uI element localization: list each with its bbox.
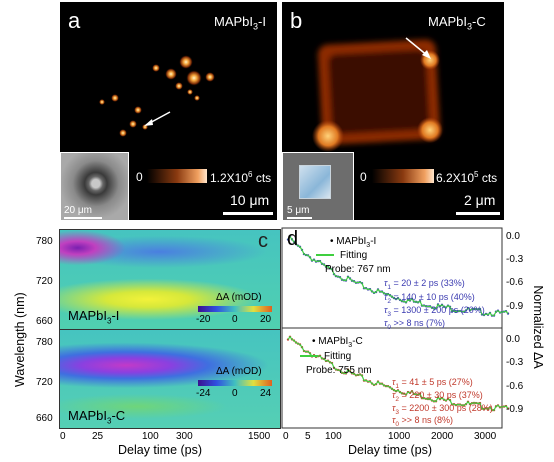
colorbar-b — [372, 169, 434, 183]
panel-a-title: MAPbI3-I — [214, 14, 266, 32]
panel-d-letter: d — [287, 228, 299, 250]
panel-d-ytick-top-1: 0.0 — [506, 231, 520, 242]
panel-c-xtick-1: 0 — [60, 431, 66, 442]
heatmap-bottom-cbar-tick-3: 24 — [260, 388, 272, 399]
panel-d-top-fit-4: τ0 >> 8 ns (7%) — [384, 318, 446, 331]
fit-curve — [287, 335, 509, 411]
panel-b-inset-scalebar — [287, 217, 312, 219]
heatmap-top-ytick-3: 660 — [36, 316, 53, 327]
heatmap-bottom-name: MAPbI3-C — [68, 408, 126, 426]
panel-d-ytick-bottom-2: -0.3 — [506, 357, 524, 368]
panel-d-ytick-top-2: -0.3 — [506, 254, 524, 265]
heatmap-top: c MAPbI3-I ΔA (mOD) -20 0 20 — [59, 229, 281, 330]
panel-d-top-fit-3: τ3 = 1300 ± 200 ps (20%) — [384, 305, 485, 318]
panel-d-ytick-bottom-4: -0.9 — [506, 404, 524, 415]
panel-d-xlabel: Delay time (ps) — [348, 443, 433, 457]
panel-d-xtick-3: 100 — [325, 431, 342, 442]
panel-d-bottom-probe: Probe: 755 nm — [306, 365, 372, 376]
panel-a-scale-label: 10 μm — [230, 192, 270, 208]
heatmap-top-colorbar — [198, 306, 272, 312]
heatmap-top-ytick-2: 720 — [36, 276, 53, 287]
heatmap-bottom-cbar-tick-1: -24 — [196, 388, 211, 399]
heatmap-top-cbar-title: ΔA (mOD) — [216, 292, 262, 303]
panel-b-title: MAPbI3-C — [428, 14, 486, 32]
heatmap-bottom-cbar-tick-2: 0 — [232, 388, 238, 399]
heatmap-top-cbar-tick-1: -20 — [196, 314, 211, 325]
panel-d-xtick-4: 1000 — [388, 431, 411, 442]
panel-a-letter: a — [68, 8, 81, 33]
panel-d-ytick-top-4: -0.9 — [506, 301, 524, 312]
panel-d-top-legend-fitting: Fitting — [316, 250, 367, 261]
crystal-square — [317, 39, 441, 145]
heatmap-top-ytick-1: 780 — [36, 236, 53, 247]
panel-b-scale-label: 2 μm — [464, 192, 496, 208]
panel-c-xtick-5: 1500 — [248, 431, 271, 442]
panel-d-ytick-bottom-1: 0.0 — [506, 334, 520, 345]
panel-d-xtick-1: 0 — [283, 431, 289, 442]
panel-d-ylabel: Normalized ΔA — [531, 285, 545, 369]
heatmap-bottom: MAPbI3-C ΔA (mOD) -24 0 24 — [59, 329, 281, 429]
panel-d-bottom-fit-2: τ2 = 220 ± 30 ps (37%) — [392, 390, 483, 403]
panel-a-cbar-min: 0 — [136, 170, 143, 184]
heatmap-top-cbar-tick-3: 20 — [260, 314, 272, 325]
panel-b-cbar-min: 0 — [360, 170, 367, 184]
panel-b-cbar-max: 6.2X105 cts — [436, 170, 498, 185]
panel-d-xtick-2: 5 — [305, 431, 311, 442]
inset-crystal — [299, 165, 331, 199]
panel-d-xtick-5: 2000 — [431, 431, 454, 442]
panel-d-top-fit-1: τ1 = 20 ± 2 ps (33%) — [384, 278, 465, 291]
panel-a-inset-scale: 20 μm — [64, 205, 92, 216]
panel-d-plot — [281, 227, 510, 429]
heatmap-bottom-ytick-3: 660 — [36, 413, 53, 424]
panel-d-top-probe: Probe: 767 nm — [325, 264, 391, 275]
panel-b-image: b MAPbI3-C 5 μm 0 6.2X105 cts 2 μm — [282, 2, 504, 220]
panel-d-bottom-fit-3: τ3 = 2200 ± 300 ps (28%) — [392, 403, 493, 416]
panel-d-top-legend-series: • MAPbI3-I — [330, 236, 377, 249]
panel-a-inset-scalebar — [64, 217, 102, 219]
panel-a-image: a MAPbI3-I 20 μm 0 1.2X106 cts 10 μm — [60, 2, 277, 220]
panel-c-ylabel: Wavelength (nm) — [13, 292, 27, 387]
panel-a-cbar-max: 1.2X106 cts — [210, 170, 272, 185]
panel-d-ytick-top-3: -0.6 — [506, 277, 524, 288]
fit-curve — [287, 235, 509, 317]
panel-b-letter: b — [290, 8, 303, 33]
panel-d-bottom-fit-1: τ1 = 41 ± 5 ps (27%) — [392, 377, 473, 390]
panel-a-scalebar — [223, 212, 273, 215]
heatmap-bottom-cbar-title: ΔA (mOD) — [216, 366, 262, 377]
heatmap-top-cbar-tick-2: 0 — [232, 314, 238, 325]
panel-a-inset-image: 20 μm — [60, 152, 129, 220]
heatmap-bottom-colorbar — [198, 380, 272, 386]
panel-d-bottom-fit-4: τ0 >> 8 ns (8%) — [392, 415, 454, 428]
panel-c-xtick-2: 25 — [92, 431, 104, 442]
panel-c-xlabel: Delay time (ps) — [118, 443, 203, 457]
panel-d-bottom-legend-fitting: Fitting — [300, 351, 351, 362]
heatmap-bottom-ytick-1: 780 — [36, 337, 53, 348]
panel-c-letter: c — [258, 230, 268, 252]
panel-c-xtick-3: 100 — [142, 431, 159, 442]
pl-spots — [99, 55, 215, 137]
heatmap-bottom-ytick-2: 720 — [36, 377, 53, 388]
panel-d-top-fit-2: τ2 = 140 ± 10 ps (40%) — [384, 292, 475, 305]
panel-b-inset-image: 5 μm — [282, 152, 354, 220]
panel-d-xtick-6: 3000 — [474, 431, 497, 442]
panel-b-scalebar — [456, 212, 500, 215]
panel-d-ytick-bottom-3: -0.6 — [506, 381, 524, 392]
panel-c-xtick-4: 300 — [176, 431, 193, 442]
heatmap-top-name: MAPbI3-I — [68, 308, 120, 326]
fit-line-swatch — [300, 355, 318, 358]
colorbar-a — [147, 169, 207, 183]
panel-b-inset-scale: 5 μm — [287, 205, 310, 216]
panel-d-bottom-legend-series: • MAPbI3-C — [312, 336, 363, 349]
fit-line-swatch — [316, 254, 334, 257]
